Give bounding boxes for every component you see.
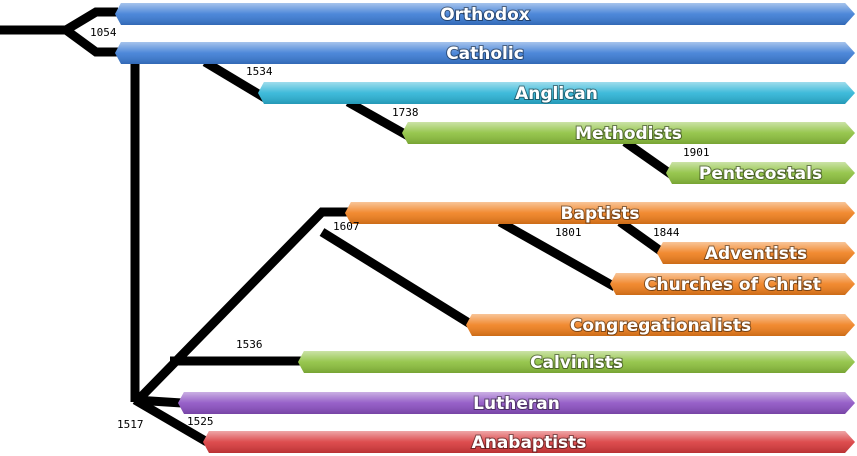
bar-gloss bbox=[115, 3, 855, 25]
year-label: 1844 bbox=[653, 226, 680, 239]
bar-gloss bbox=[666, 162, 855, 184]
branch-bar: Anglican bbox=[258, 82, 855, 105]
branch-label: Baptists bbox=[561, 204, 640, 224]
branch-bar: Anabaptists bbox=[203, 431, 855, 454]
connector bbox=[63, 26, 118, 57]
branch-bar: Lutheran bbox=[178, 392, 855, 415]
branch-bar: Methodists bbox=[402, 122, 855, 145]
branch-label: Orthodox bbox=[440, 5, 530, 25]
branch-bar: Congregationalists bbox=[466, 314, 855, 337]
branch-label: Lutheran bbox=[473, 394, 560, 414]
branch-bar: Calvinists bbox=[298, 351, 855, 374]
year-label: 1801 bbox=[555, 226, 582, 239]
branch-label: Churches of Christ bbox=[644, 275, 821, 295]
connector bbox=[319, 228, 475, 329]
year-label: 1525 bbox=[187, 415, 214, 428]
connectors bbox=[0, 7, 675, 446]
branch-label: Calvinists bbox=[530, 353, 623, 373]
branch-bar: Churches of Christ bbox=[610, 273, 855, 296]
branch-bar: Baptists bbox=[345, 202, 855, 225]
bar-gloss bbox=[115, 42, 855, 64]
branch-bar: Catholic bbox=[115, 42, 855, 65]
bar-gloss bbox=[610, 273, 855, 295]
bar-gloss bbox=[203, 431, 855, 453]
connector bbox=[622, 138, 675, 179]
bar-gloss bbox=[258, 82, 855, 104]
branch-label: Methodists bbox=[575, 124, 682, 144]
connector bbox=[0, 7, 118, 35]
year-label: 1536 bbox=[236, 338, 263, 351]
connector bbox=[345, 98, 413, 141]
branch-label: Anabaptists bbox=[472, 433, 587, 453]
bar-gloss bbox=[402, 122, 855, 144]
year-label: 1607 bbox=[333, 220, 360, 233]
year-label: 1534 bbox=[246, 65, 273, 78]
bar-gloss bbox=[466, 314, 855, 336]
bar-gloss bbox=[657, 242, 855, 264]
branch-label: Catholic bbox=[446, 44, 524, 64]
branch-label: Anglican bbox=[515, 84, 598, 104]
connector bbox=[202, 58, 268, 102]
connector bbox=[134, 207, 350, 404]
connector bbox=[132, 396, 210, 446]
branch-bar: Adventists bbox=[657, 242, 855, 265]
branches: Orthodox Catholic Anglican Methodists Pentec… bbox=[115, 3, 855, 454]
bar-gloss bbox=[178, 392, 855, 414]
year-label: 1738 bbox=[392, 106, 419, 119]
bar-gloss bbox=[345, 202, 855, 224]
connector bbox=[617, 218, 665, 256]
branch-bar: Pentecostals bbox=[666, 162, 855, 185]
year-label: 1901 bbox=[683, 146, 710, 159]
bar-gloss bbox=[298, 351, 855, 373]
branch-bar: Orthodox bbox=[115, 3, 855, 26]
branch-label: Congregationalists bbox=[570, 316, 751, 336]
connector bbox=[497, 218, 618, 291]
branch-label: Pentecostals bbox=[699, 164, 822, 184]
year-label: 1054 bbox=[90, 26, 117, 39]
year-label: 1517 bbox=[117, 418, 144, 431]
branch-label: Adventists bbox=[705, 244, 807, 264]
years: 1054 1534 1738 1901 1607 1801 1844 1536 1517 1525 bbox=[90, 26, 710, 431]
